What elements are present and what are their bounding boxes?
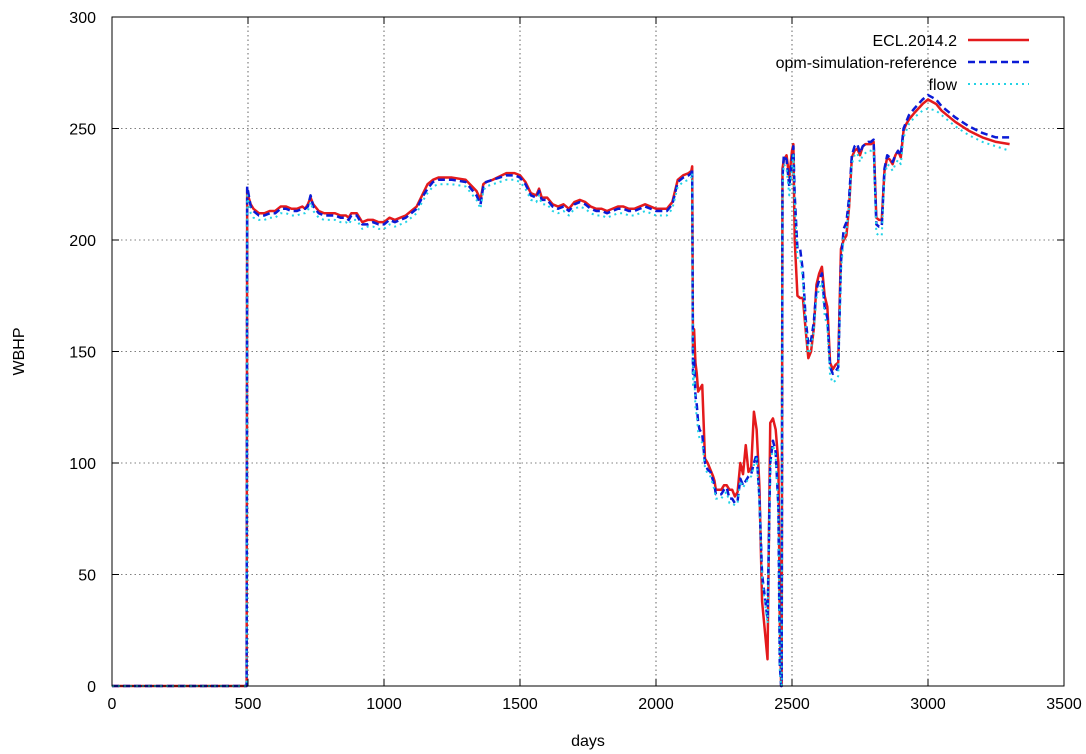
legend: ECL.2014.2 opm-simulation-reference flow <box>776 33 1029 94</box>
x-tick-label: 3000 <box>910 696 946 713</box>
x-tick-label: 0 <box>108 696 117 713</box>
y-tick-label: 100 <box>69 456 96 473</box>
x-tick-label: 2500 <box>774 696 810 713</box>
y-tick-label: 250 <box>69 122 96 139</box>
axis-ticks <box>111 16 1065 687</box>
y-axis-tick-labels: 0 50 100 150 200 250 300 <box>69 10 96 696</box>
x-axis-label: days <box>571 733 605 750</box>
legend-label-2: opm-simulation-reference <box>776 55 958 72</box>
x-tick-label: 1500 <box>502 696 538 713</box>
x-tick-label: 500 <box>235 696 262 713</box>
x-tick-label: 3500 <box>1046 696 1082 713</box>
y-tick-label: 0 <box>87 679 96 696</box>
y-tick-label: 300 <box>69 10 96 27</box>
series-line-2 <box>112 93 1010 688</box>
x-tick-label: 2000 <box>638 696 674 713</box>
x-axis-tick-labels: 0 500 1000 1500 2000 2500 3000 3500 <box>108 696 1082 713</box>
y-tick-label: 50 <box>78 568 96 585</box>
grid-lines <box>112 17 1064 686</box>
plot-area-frame <box>111 16 1065 687</box>
x-tick-label: 1000 <box>366 696 402 713</box>
y-axis-label: WBHP <box>11 328 28 376</box>
y-tick-label: 200 <box>69 233 96 250</box>
legend-label-3: flow <box>929 77 958 94</box>
y-tick-label: 150 <box>69 345 96 362</box>
series-layer <box>112 93 1010 688</box>
legend-label-1: ECL.2014.2 <box>872 33 957 50</box>
series-line-1 <box>112 98 1010 688</box>
series-line-3 <box>112 107 1010 687</box>
